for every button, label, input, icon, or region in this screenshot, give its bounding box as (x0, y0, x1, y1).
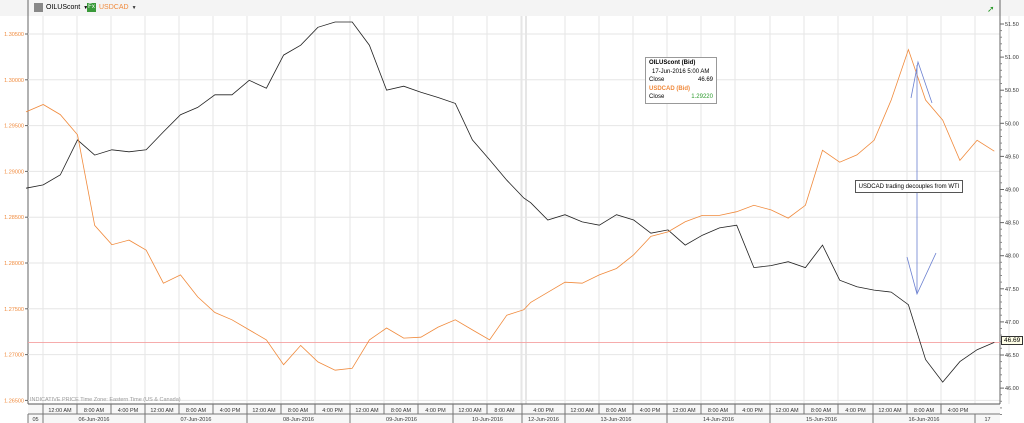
left-axis-tick-label: 1.27500 (4, 307, 24, 313)
right-axis-tick-label: 51.00 (1005, 55, 1019, 61)
date-label: 08-Jun-2016 (283, 417, 314, 423)
date-label: 10-Jun-2016 (472, 417, 503, 423)
tooltip-title-oil: OILUScont (Bid) (649, 60, 696, 66)
time-tick-label: 12:00 AM (570, 408, 594, 414)
left-axis-tick-label: 1.28000 (4, 261, 24, 267)
date-label: 13-Jun-2016 (601, 417, 632, 423)
annotation-box[interactable]: USDCAD trading decouples from WTI (855, 180, 963, 193)
tooltip: OILUScont (Bid) 17-Jun-2016 5:00 AM Clos… (645, 57, 717, 104)
fx-icon: Fx (87, 3, 96, 12)
time-tick-label: 12:00 AM (252, 408, 276, 414)
tooltip-close-label: Close (649, 77, 665, 83)
series-line-usdcad (25, 48, 995, 371)
time-tick-label: 4:00 PM (640, 408, 661, 414)
date-label: 06-Jun-2016 (79, 417, 110, 423)
time-tick-label: 4:00 PM (118, 408, 139, 414)
right-axis-tick-label: 51.50 (1005, 22, 1019, 28)
date-label: 07-Jun-2016 (181, 417, 212, 423)
expand-icon[interactable]: ➚ (987, 4, 995, 14)
right-axis-tick-label: 46.00 (1005, 386, 1019, 392)
time-tick-label: 12:00 AM (775, 408, 799, 414)
time-tick-label: 12:00 AM (355, 408, 379, 414)
plot-area (28, 16, 1000, 404)
right-axis-tick-label: 47.00 (1005, 320, 1019, 326)
legend-bar (0, 0, 1024, 16)
time-tick-label: 12:00 AM (458, 408, 482, 414)
time-tick-label: 8:00 AM (708, 408, 729, 414)
chart-icon (34, 3, 43, 12)
time-tick-label: 8:00 AM (606, 408, 627, 414)
legend-item-usdcad[interactable]: Fx USDCAD ▼ (87, 3, 137, 12)
time-tick-label: 4:00 PM (533, 408, 554, 414)
annotation-arrows (906, 60, 937, 296)
date-label: 14-Jun-2016 (703, 417, 734, 423)
dropdown-arrow-icon[interactable]: ▼ (131, 4, 137, 11)
time-tick-label: 12:00 AM (672, 408, 696, 414)
series2-label: USDCAD (99, 4, 129, 11)
time-tick-label: 8:00 AM (186, 408, 207, 414)
date-label: 17 (984, 417, 990, 423)
left-axis-tick-label: 1.29000 (4, 169, 24, 175)
date-label: 09-Jun-2016 (386, 417, 417, 423)
right-axis-tick-label: 50.00 (1005, 121, 1019, 127)
arrow-head-up (910, 60, 933, 104)
right-axis-tick-label: 47.50 (1005, 287, 1019, 293)
time-tick-label: 4:00 PM (425, 408, 446, 414)
time-tick-label: 4:00 PM (742, 408, 763, 414)
time-tick-label: 4:00 PM (845, 408, 866, 414)
series1-label: OILUScont (46, 4, 81, 11)
date-label: 15-Jun-2016 (806, 417, 837, 423)
date-label: 12-Jun-2016 (528, 417, 559, 423)
right-axis-tick-label: 50.50 (1005, 88, 1019, 94)
left-axis-tick-label: 1.30500 (4, 32, 24, 38)
legend-item-oiluscont[interactable]: OILUScont ▼ (34, 3, 88, 12)
right-axis-tick-label: 48.50 (1005, 221, 1019, 227)
arrow-head-down (906, 252, 937, 296)
date-label: 05 (32, 417, 38, 423)
tooltip-date: 17-Jun-2016 5:00 AM (652, 68, 710, 75)
time-tick-label: 12:00 AM (150, 408, 174, 414)
left-axis-tick-label: 1.27000 (4, 353, 24, 359)
left-axis-tick-label: 1.28500 (4, 215, 24, 221)
time-tick-label: 12:00 AM (878, 408, 902, 414)
tooltip-close-usdcad: 1.29220 (691, 94, 713, 100)
left-axis-tick-label: 1.29500 (4, 124, 24, 130)
time-tick-label: 8:00 AM (914, 408, 935, 414)
time-tick-label: 8:00 AM (811, 408, 832, 414)
time-tick-label: 8:00 AM (391, 408, 412, 414)
dropdown-arrow-icon[interactable]: ▼ (83, 4, 89, 11)
time-tick-label: 4:00 PM (322, 408, 343, 414)
right-axis-tick-label: 49.00 (1005, 188, 1019, 194)
date-label: 16-Jun-2016 (909, 417, 940, 423)
left-axis-tick-label: 1.30000 (4, 78, 24, 84)
time-tick-label: 8:00 AM (494, 408, 515, 414)
last-value-label: 46.69 (1001, 336, 1024, 345)
time-tick-label: 4:00 PM (220, 408, 241, 414)
right-axis-tick-label: 46.50 (1005, 353, 1019, 359)
left-axis-tick-label: 1.26500 (4, 398, 24, 404)
tooltip-close-oil: 46.69 (697, 77, 713, 83)
time-tick-label: 4:00 PM (948, 408, 969, 414)
time-tick-label: 12:00 AM (48, 408, 72, 414)
time-tick-label: 8:00 AM (84, 408, 105, 414)
time-tick-label: 8:00 AM (288, 408, 309, 414)
right-axis-tick-label: 49.50 (1005, 154, 1019, 160)
right-axis-tick-label: 48.00 (1005, 254, 1019, 260)
footer-note: INDICATIVE PRICE Time Zone: Eastern Time… (30, 397, 181, 403)
tooltip-title-usdcad: USDCAD (Bid) (649, 85, 690, 92)
series-line-oiluscont (25, 21, 995, 383)
tooltip-close-label: Close (649, 94, 665, 100)
